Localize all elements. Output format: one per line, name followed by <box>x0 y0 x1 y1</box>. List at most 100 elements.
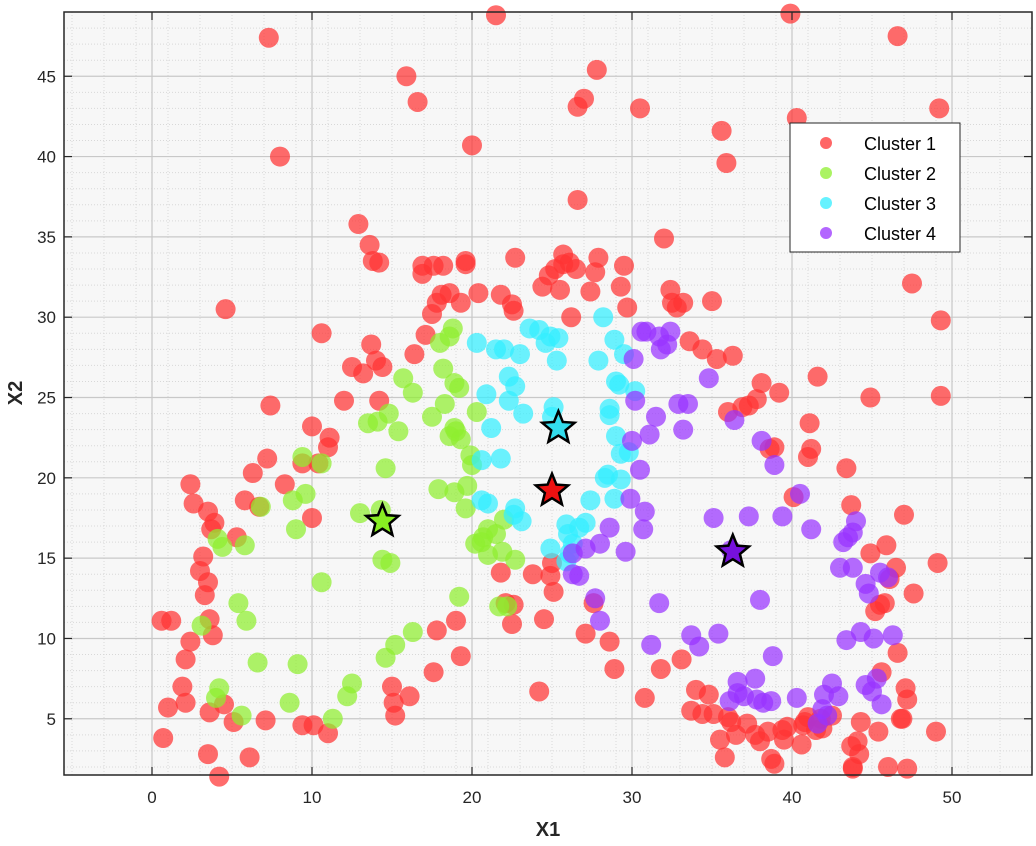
data-point <box>350 503 370 524</box>
data-point <box>215 299 236 320</box>
data-point <box>580 490 601 511</box>
data-point <box>801 519 822 540</box>
data-point <box>703 507 724 528</box>
data-point <box>257 448 278 469</box>
legend-box <box>789 122 961 253</box>
data-point <box>724 410 745 431</box>
data-point <box>772 506 793 527</box>
series-4 <box>562 321 903 734</box>
data-point <box>876 535 897 556</box>
data-point <box>449 377 470 398</box>
data-point <box>319 427 340 448</box>
data-point <box>842 557 863 578</box>
data-point <box>399 686 420 707</box>
data-point <box>422 406 442 427</box>
data-point <box>466 401 487 422</box>
y-tick-label: 30 <box>37 308 56 327</box>
data-point <box>334 390 354 411</box>
series-2 <box>191 318 526 729</box>
data-point <box>746 389 767 410</box>
data-point <box>706 348 727 369</box>
series-1 <box>151 3 951 787</box>
data-point <box>714 747 735 768</box>
data-point <box>868 721 889 742</box>
y-tick-label: 45 <box>37 67 56 86</box>
data-point <box>172 676 193 697</box>
data-point <box>375 458 396 479</box>
data-point <box>513 403 534 424</box>
data-point <box>466 332 487 353</box>
data-point <box>450 429 471 450</box>
data-point <box>614 255 634 276</box>
data-point <box>574 88 594 109</box>
data-point <box>434 393 455 414</box>
data-point <box>209 678 230 699</box>
data-point <box>689 636 710 657</box>
data-point <box>858 583 879 604</box>
data-point <box>639 424 660 445</box>
data-point <box>279 692 300 713</box>
y-tick-label: 10 <box>37 629 56 648</box>
data-point <box>604 329 625 350</box>
data-point <box>471 450 492 471</box>
data-point <box>380 552 401 573</box>
data-point <box>866 668 887 689</box>
data-point <box>711 120 732 141</box>
data-point <box>486 5 506 26</box>
data-point <box>353 363 374 384</box>
data-point <box>511 511 532 532</box>
data-point <box>698 368 719 389</box>
data-point <box>590 533 610 554</box>
legend-items: Cluster 1 Cluster 2 Cluster 3 Cluster 4 <box>820 134 936 244</box>
data-point <box>426 620 447 641</box>
data-point <box>151 610 172 631</box>
data-point <box>750 589 770 610</box>
data-point <box>850 711 871 732</box>
data-point <box>580 281 601 302</box>
data-point <box>404 344 425 365</box>
data-point <box>342 673 362 694</box>
data-point <box>180 474 201 495</box>
data-point <box>292 446 313 467</box>
data-point <box>751 430 772 451</box>
data-point <box>599 631 620 652</box>
data-point <box>348 214 369 235</box>
data-point <box>546 350 567 371</box>
data-point <box>585 588 606 609</box>
data-point <box>478 493 498 514</box>
data-point <box>442 318 463 339</box>
data-point <box>194 585 215 606</box>
data-point <box>801 438 822 459</box>
data-point <box>630 98 650 119</box>
data-point <box>874 593 895 614</box>
y-tick-label: 5 <box>47 710 56 729</box>
data-point <box>698 684 719 705</box>
data-point <box>892 708 913 729</box>
data-point <box>450 292 471 313</box>
data-point <box>311 323 332 344</box>
data-point <box>569 565 590 586</box>
centroid-star <box>539 407 578 445</box>
data-point <box>575 512 596 533</box>
data-point <box>634 687 655 708</box>
data-point <box>807 366 828 387</box>
data-point <box>378 403 399 424</box>
data-point <box>369 252 390 273</box>
data-point <box>234 535 255 556</box>
data-point <box>402 382 423 403</box>
data-point <box>828 686 849 707</box>
data-point <box>673 292 694 313</box>
data-point <box>503 300 524 321</box>
data-point <box>625 390 646 411</box>
data-point <box>193 546 214 567</box>
data-point <box>481 418 502 439</box>
x-tick-label: 0 <box>147 788 156 807</box>
data-point <box>228 593 249 614</box>
data-point <box>153 728 174 749</box>
data-point <box>236 610 257 631</box>
data-point <box>902 273 922 294</box>
y-tick-label: 20 <box>37 469 56 488</box>
data-point <box>462 135 482 156</box>
